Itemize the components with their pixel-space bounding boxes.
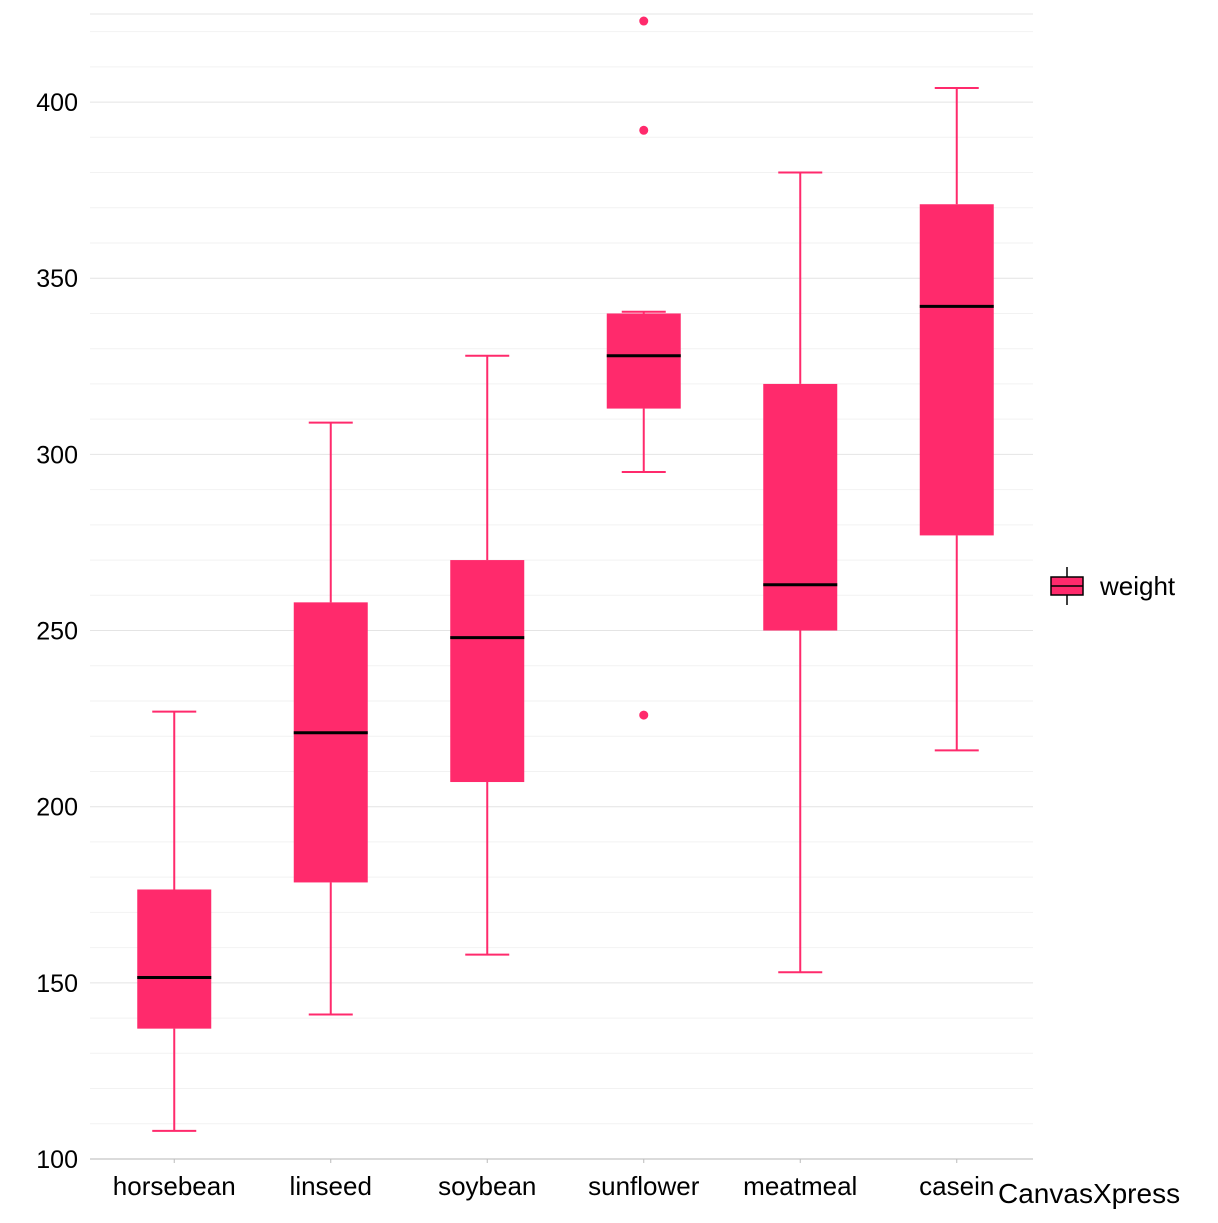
y-tick-label: 150 (36, 970, 78, 998)
outlier-point (639, 710, 649, 720)
y-tick-label: 300 (36, 441, 78, 469)
box-iqr (606, 313, 681, 409)
grid (90, 13, 1033, 1160)
y-tick-label: 200 (36, 794, 78, 822)
y-tick-label: 250 (36, 618, 78, 646)
box-iqr (919, 204, 994, 536)
x-tick-label: sunflower (588, 1171, 700, 1201)
y-tick-label: 350 (36, 265, 78, 293)
legend-label: weight (1099, 571, 1176, 601)
outlier-point (639, 16, 649, 26)
x-tick-label: soybean (438, 1171, 536, 1201)
x-tick-label: meatmeal (743, 1171, 857, 1201)
box-iqr (137, 889, 212, 1029)
axes: 100 150 200 250 300 350 400 horsebean linseed soy… (36, 89, 994, 1201)
y-tick-label: 100 (36, 1146, 78, 1174)
x-tick-label: linseed (290, 1171, 372, 1201)
box-iqr (763, 383, 838, 631)
watermark-text: CanvasXpress (998, 1178, 1181, 1209)
legend: weight (1050, 567, 1176, 605)
boxes (137, 16, 994, 1132)
box-iqr (293, 602, 368, 883)
box-iqr (450, 560, 525, 783)
y-tick-label: 400 (36, 89, 78, 117)
outlier-point (639, 125, 649, 135)
x-tick-label: casein (919, 1171, 994, 1201)
x-tick-label: horsebean (113, 1171, 236, 1201)
